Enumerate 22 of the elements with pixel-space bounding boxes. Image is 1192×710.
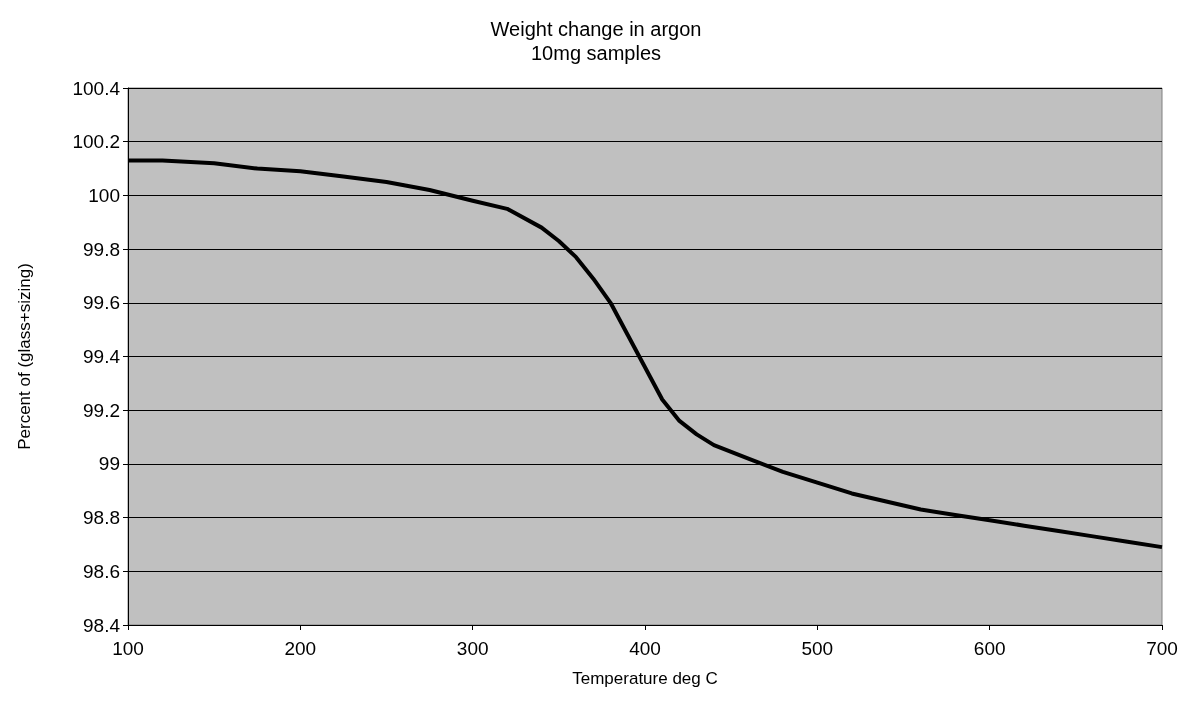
x-tick-label: 200	[284, 638, 317, 659]
x-tick-label: 100	[112, 638, 144, 659]
y-tick-label: 99.4	[83, 346, 121, 367]
y-tick-label: 98.6	[83, 560, 120, 582]
y-tick-label: 98.8	[83, 507, 120, 529]
y-tick-label: 99.6	[83, 292, 120, 314]
y-tick-label: 100	[88, 184, 120, 206]
x-tick-label: 300	[456, 638, 489, 659]
y-axis-title: Percent of (glass+sizing)	[15, 263, 34, 450]
chart-title: Weight change in argon	[490, 18, 702, 40]
x-axis-title: Temperature deg C	[572, 669, 718, 688]
y-tick-label: 99.2	[83, 399, 120, 421]
chart-subtitle: 10mg samples	[530, 42, 662, 64]
y-tick-label: 98.4	[83, 614, 121, 636]
x-tick-label: 600	[973, 638, 1006, 659]
y-tick-label: 99	[98, 453, 120, 475]
x-tick-label: 700	[1146, 638, 1178, 659]
x-tick-label: 400	[629, 638, 661, 659]
x-tick-label: 500	[801, 638, 834, 659]
y-tick-label: 100.2	[72, 131, 120, 153]
y-tick-label: 99.8	[83, 238, 120, 260]
y-tick-label: 100.4	[72, 77, 121, 99]
